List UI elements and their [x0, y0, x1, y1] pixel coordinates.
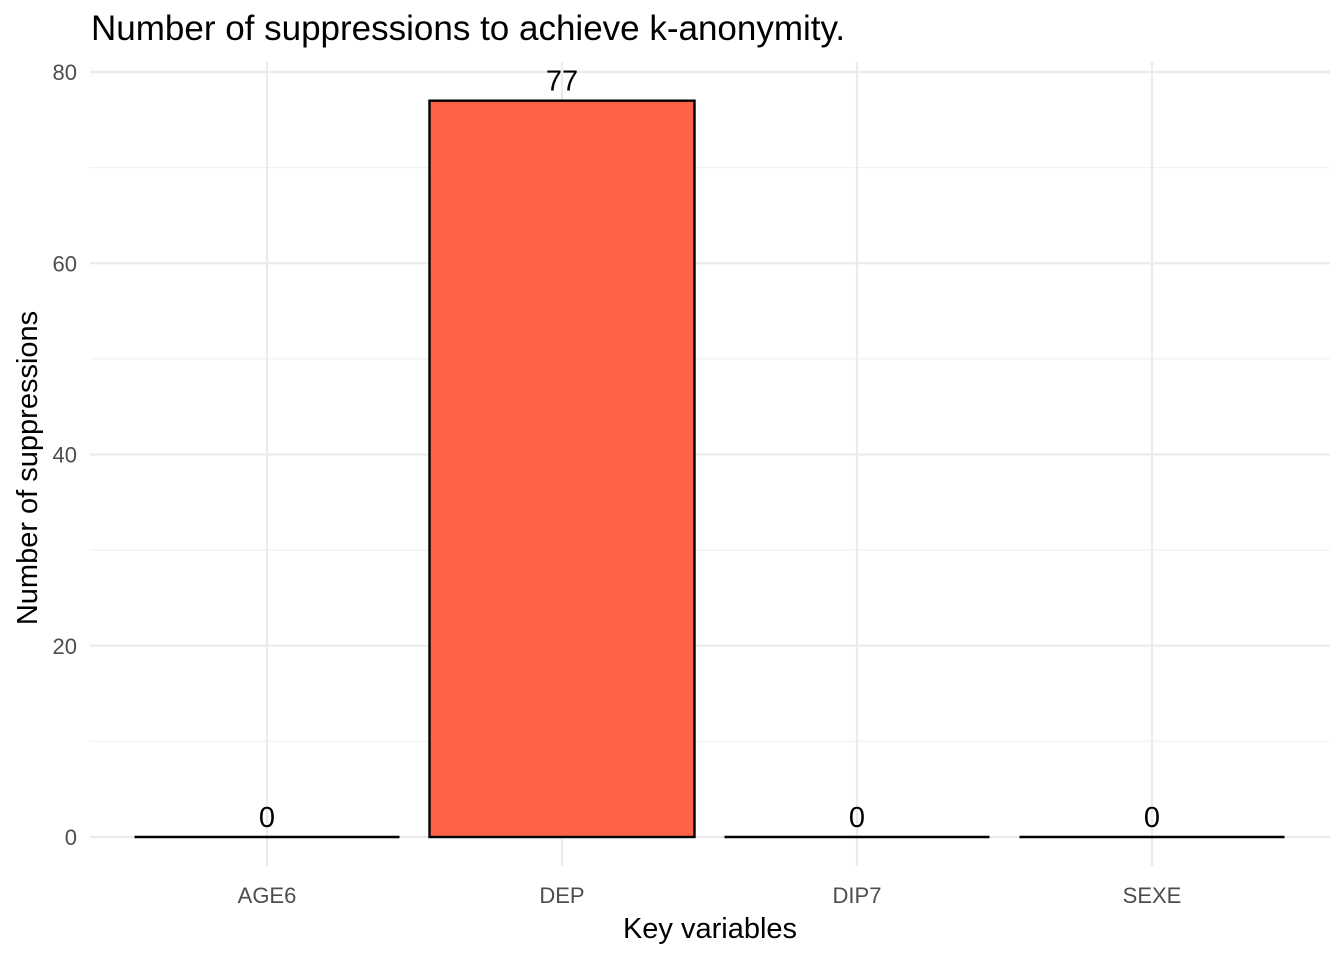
major-gridlines	[90, 62, 1330, 866]
y-tick-label: 60	[53, 251, 77, 276]
y-axis-title: Number of suppressions	[12, 311, 44, 625]
minor-gridlines	[90, 167, 1330, 742]
x-tick-label: DEP	[539, 883, 584, 908]
bar-value-label: 0	[1144, 802, 1160, 834]
y-axis-ticks: 0 20 40 60 80	[53, 60, 77, 850]
y-tick-label: 80	[53, 60, 77, 85]
y-tick-label: 0	[65, 825, 77, 850]
x-tick-label: SEXE	[1123, 883, 1182, 908]
bar-value-label: 0	[259, 802, 275, 834]
x-tick-label: AGE6	[238, 883, 297, 908]
x-axis-ticks: AGE6 DEP DIP7 SEXE	[238, 883, 1182, 908]
x-axis-title: Key variables	[623, 913, 797, 945]
y-tick-label: 20	[53, 634, 77, 659]
chart-title: Number of suppressions to achieve k-anon…	[91, 9, 845, 48]
y-tick-label: 40	[53, 443, 77, 468]
bar-value-label: 0	[849, 802, 865, 834]
bar-dep	[428, 99, 696, 839]
bar-labels: 0 77 0 0	[259, 66, 1160, 834]
bars	[134, 99, 1285, 839]
bar-value-label: 77	[546, 66, 578, 98]
x-tick-label: DIP7	[833, 883, 882, 908]
